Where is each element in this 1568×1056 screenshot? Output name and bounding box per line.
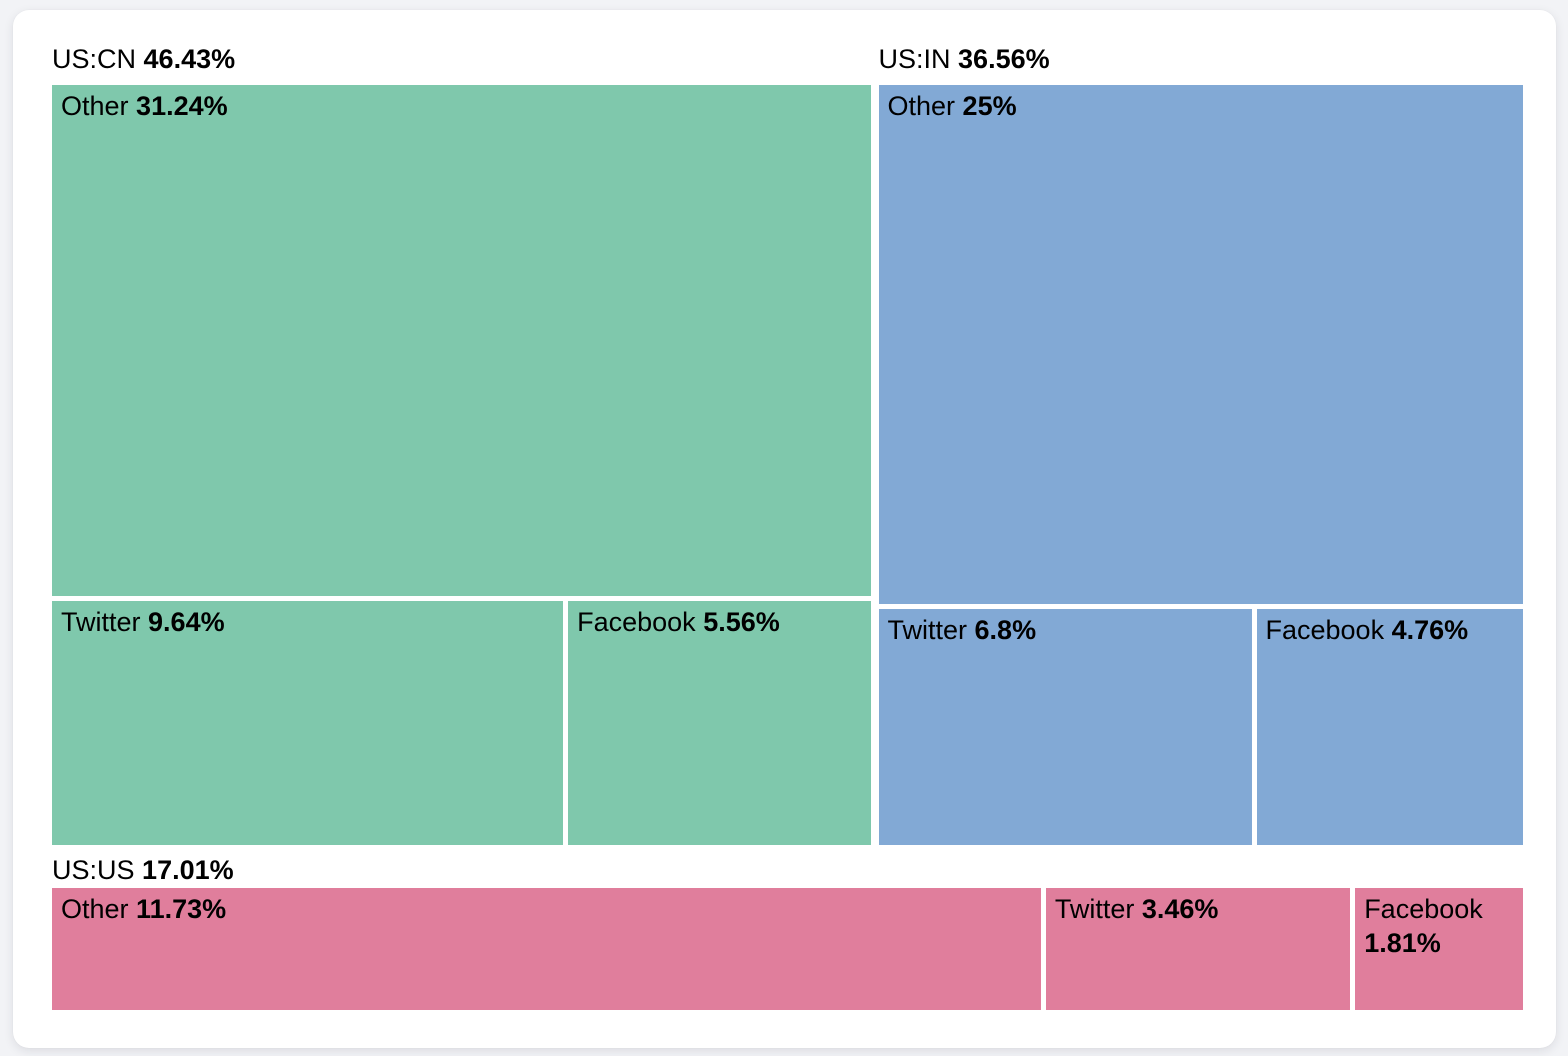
cell-label: Other [887,91,956,121]
group-header-us-us: US:US 17.01% [52,855,1523,888]
treemap-cell-us-in-twitter[interactable]: Twitter 6.8% [878,608,1252,845]
cell-value: 9.64% [148,606,225,637]
treemap-cell-us-us-other[interactable]: Other 11.73% [52,888,1041,1010]
cell-row-us-in: Twitter 6.8% Facebook 4.76% [878,608,1523,845]
cell-value: 3.46% [1141,894,1219,924]
treemap-group-us-in: US:IN 36.56% Other 25% Twitter 6.8% [878,44,1524,845]
treemap-cell-us-cn-twitter[interactable]: Twitter 9.64% [52,600,564,845]
group-label: US:CN [52,44,137,74]
treemap-cell-us-us-facebook[interactable]: Facebook 1.81% [1355,888,1523,1010]
cell-value: 31.24% [136,91,228,121]
cell-label: Facebook [1364,894,1483,924]
cell-label: Twitter [1054,894,1135,924]
group-body-us-us: Other 11.73% Twitter 3.46% Facebook 1.81… [52,888,1523,1010]
treemap-cell-us-us-twitter[interactable]: Twitter 3.46% [1045,888,1351,1010]
group-header-us-in: US:IN 36.56% [879,44,1524,85]
group-label: US:US [52,855,135,885]
treemap-cell-us-in-facebook[interactable]: Facebook 4.76% [1256,608,1523,845]
cell-label: Facebook [577,606,696,637]
cell-value: 1.81% [1364,928,1441,958]
group-body-us-in: Other 25% Twitter 6.8% Facebook 4.76% [878,85,1523,845]
chart-card: US:CN 46.43% Other 31.24% Twitter 9.64% [13,10,1556,1048]
cell-value: 6.8% [974,614,1037,645]
treemap-top-row: US:CN 46.43% Other 31.24% Twitter 9.64% [52,44,1523,845]
group-label: US:IN [878,44,951,74]
cell-value: 11.73% [136,894,227,924]
treemap-cell-us-in-other[interactable]: Other 25% [878,85,1523,604]
cell-label: Other [61,894,129,924]
cell-label: Facebook [1265,614,1385,645]
cell-label: Twitter [61,606,141,637]
cell-value: 5.56% [703,606,780,637]
group-value: 46.43% [143,44,236,74]
cell-label: Other [61,91,129,121]
group-header-us-cn: US:CN 46.43% [52,44,871,85]
treemap-group-us-cn: US:CN 46.43% Other 31.24% Twitter 9.64% [52,44,871,845]
treemap-group-us-us: US:US 17.01% Other 11.73% Twitter 3.46% … [52,855,1523,1010]
group-body-us-cn: Other 31.24% Twitter 9.64% Facebook 5.56… [52,85,871,845]
treemap-cell-us-cn-facebook[interactable]: Facebook 5.56% [568,600,871,845]
cell-row-us-cn: Twitter 9.64% Facebook 5.56% [52,600,871,845]
cell-label: Twitter [887,614,968,645]
cell-value: 4.76% [1391,614,1469,645]
cell-value: 25% [962,91,1017,121]
group-value: 36.56% [958,44,1050,74]
group-value: 17.01% [142,855,234,885]
treemap-chart: US:CN 46.43% Other 31.24% Twitter 9.64% [52,44,1523,1020]
treemap-cell-us-cn-other[interactable]: Other 31.24% [52,85,871,596]
